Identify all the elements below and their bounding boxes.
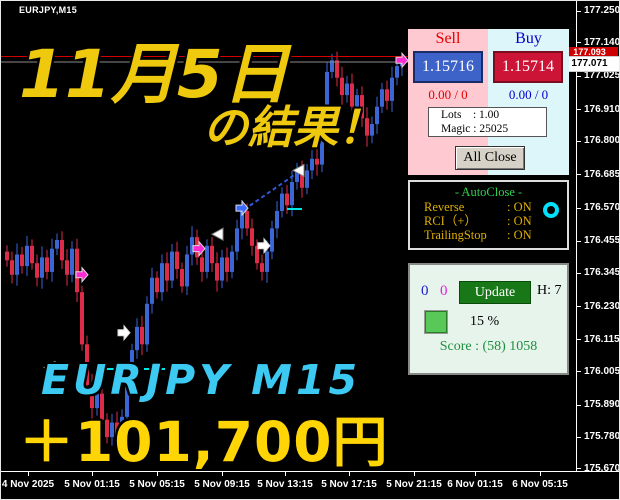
price-axis-tick [577, 75, 581, 77]
trailingstop-value: : ON [507, 228, 532, 242]
time-axis-tick [28, 472, 29, 476]
time-axis-tick [92, 472, 93, 476]
time-axis-tick [414, 472, 415, 476]
arrow-right-marker [257, 237, 271, 255]
price-axis-tick [577, 436, 581, 438]
price-axis-tick [577, 109, 581, 111]
indicator-dashes [97, 208, 302, 370]
time-axis-label: 5 Nov 17:15 [321, 479, 377, 490]
lots-value: Lots : 1.00 [441, 109, 500, 121]
price-axis-label: 176.800 [584, 135, 620, 147]
price-axis-tick [577, 306, 581, 308]
autoclose-row-trailingstop: TrailingStop : ON [410, 228, 567, 242]
price-axis-tick [577, 42, 581, 44]
time-axis-label: 5 Nov 21:15 [386, 479, 442, 490]
all-close-button[interactable]: All Close [455, 146, 525, 170]
price-axis-tick [577, 404, 581, 406]
time-axis-label: 5 Nov 13:15 [257, 479, 313, 490]
triangle-left-marker [42, 360, 56, 375]
arrow-right-marker [235, 199, 249, 217]
magic-value: Magic : 25025 [441, 123, 509, 135]
trade-markers [42, 51, 409, 375]
time-axis: 4 Nov 2025 5 Nov 01:15 5 Nov 05:15 5 Nov 09… [1, 471, 619, 499]
price-axis-label: 176.230 [584, 300, 620, 312]
price-axis-tick [577, 272, 581, 274]
rci-value: : ON [507, 214, 532, 228]
autoclose-panel: - AutoClose - Reverse : ON RCI（+） : ON T… [408, 180, 569, 250]
price-axis-label: 176.115 [584, 333, 620, 345]
autoclose-row-rci: RCI（+） : ON [410, 214, 567, 228]
rci-label: RCI（+） [424, 214, 477, 228]
autoclose-row-reverse: Reverse : ON [410, 200, 567, 214]
price-axis-label: 177.140 [584, 36, 620, 48]
price-axis: 177.250 177.140 177.025 176.910 176.800 176.6… [576, 1, 620, 474]
trade-panel: Sell 1.15716 0.00 / 0 Buy 1.15714 0.00 /… [408, 29, 569, 175]
price-axis-tick [577, 468, 581, 470]
time-axis-label: 4 Nov 2025 [1, 479, 55, 490]
right-count: 0 [440, 283, 448, 299]
buy-price-button[interactable]: 1.15714 [493, 51, 563, 83]
score-panel: 0 0 Update H: 7 15 % Score : (58) 1058 [408, 263, 569, 375]
sell-price-button[interactable]: 1.15716 [413, 51, 483, 83]
price-axis-label: 176.345 [584, 267, 620, 279]
price-axis-label: 177.025 [584, 70, 620, 82]
buy-side: Buy 1.15714 0.00 / 0 [488, 29, 569, 175]
status-square[interactable] [425, 311, 447, 333]
reverse-value: : ON [507, 200, 532, 214]
lots-magic-box: Lots : 1.00 Magic : 25025 [428, 107, 547, 137]
price-axis-label: 175.670 [584, 462, 620, 474]
arrow-right-marker [395, 51, 409, 69]
price-axis-label: 176.005 [584, 365, 620, 377]
ask-price-box: 177.093 [561, 47, 618, 58]
time-axis-tick [157, 472, 158, 476]
triangle-left-marker [291, 163, 305, 178]
price-axis-label: 175.780 [584, 431, 620, 443]
price-axis-tick [577, 339, 581, 341]
update-button[interactable]: Update [459, 281, 531, 304]
trendline[interactable] [243, 169, 302, 211]
autoclose-title: - AutoClose - [454, 185, 523, 199]
trailingstop-label: TrailingStop [424, 228, 487, 242]
percent-value: 15 % [470, 314, 500, 329]
price-axis-label: 176.570 [584, 202, 620, 214]
left-count: 0 [421, 283, 429, 299]
price-axis-label: 175.890 [584, 399, 620, 411]
candles [5, 51, 404, 454]
price-axis-tick [577, 371, 581, 373]
triangle-left-marker [210, 227, 224, 242]
autoclose-toggle-indicator[interactable] [543, 202, 559, 218]
score-value: Score : (58) 1058 [439, 339, 538, 354]
arrow-right-marker [192, 240, 206, 258]
price-axis-label: 176.685 [584, 168, 620, 180]
arrow-right-marker [75, 266, 89, 284]
time-axis-label: 5 Nov 01:15 [64, 479, 120, 490]
price-axis-label: 176.455 [584, 235, 620, 247]
price-axis-label: 176.910 [584, 103, 620, 115]
time-axis-tick [222, 472, 223, 476]
time-axis-tick [475, 472, 476, 476]
sell-label: Sell [435, 30, 461, 47]
price-axis-tick [577, 140, 581, 142]
h-value: H: 7 [537, 283, 562, 298]
arrow-right-marker [117, 324, 131, 342]
reverse-label: Reverse [424, 200, 465, 214]
time-axis-tick [349, 472, 350, 476]
time-axis-label: 6 Nov 05:15 [512, 479, 568, 490]
chart-symbol-title: EURJPY,M15 [19, 5, 78, 15]
time-axis-label: 5 Nov 05:15 [129, 479, 185, 490]
buy-label: Buy [515, 30, 542, 47]
candlestick-chart [1, 51, 576, 454]
time-axis-tick [285, 472, 286, 476]
price-axis-tick [577, 10, 581, 12]
time-axis-label: 6 Nov 01:15 [447, 479, 503, 490]
sell-stats: 0.00 / 0 [428, 87, 468, 102]
price-axis-tick [577, 174, 581, 176]
price-axis-label: 177.250 [584, 5, 620, 16]
price-axis-tick [577, 207, 581, 209]
time-axis-tick [540, 472, 541, 476]
time-axis-label: 5 Nov 09:15 [194, 479, 250, 490]
buy-stats: 0.00 / 0 [508, 87, 549, 102]
price-axis-tick [577, 240, 581, 242]
